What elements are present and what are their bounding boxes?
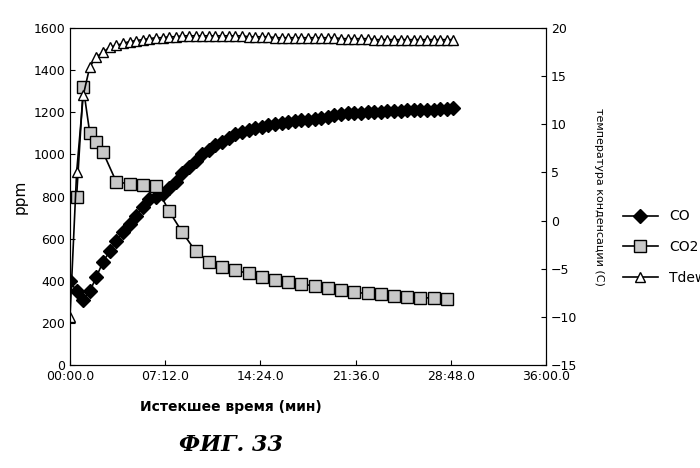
CO	[112, 238, 120, 243]
CO	[350, 110, 358, 116]
Tdew	[178, 33, 187, 38]
Tdew	[79, 93, 88, 98]
CO	[271, 121, 279, 127]
Line: CO: CO	[65, 103, 458, 305]
CO2	[112, 179, 120, 185]
CO2	[85, 131, 94, 136]
CO2	[191, 249, 200, 254]
CO2	[310, 283, 319, 289]
CO2	[298, 281, 306, 287]
CO	[66, 278, 74, 284]
Tdew	[271, 35, 279, 41]
CO2	[363, 291, 372, 296]
CO2	[284, 279, 293, 285]
CO2	[403, 294, 412, 300]
CO2	[99, 149, 107, 155]
CO2	[442, 296, 451, 301]
Legend: CO, CO2, Tdew: CO, CO2, Tdew	[617, 204, 700, 290]
CO2	[258, 274, 266, 279]
Tdew	[66, 314, 74, 320]
CO	[132, 212, 140, 218]
CO2	[244, 271, 253, 276]
CO2	[337, 287, 345, 293]
CO2	[390, 293, 398, 299]
CO2	[165, 209, 174, 214]
Line: CO2: CO2	[71, 81, 452, 304]
Tdew	[125, 39, 134, 44]
Tdew	[165, 34, 174, 40]
CO2	[323, 285, 332, 291]
CO	[79, 297, 88, 303]
Tdew	[350, 36, 358, 42]
Text: ФИГ. 33: ФИГ. 33	[179, 433, 283, 456]
CO2	[79, 84, 88, 90]
CO2	[72, 194, 80, 199]
CO2	[204, 259, 213, 264]
CO2	[350, 290, 358, 295]
CO2	[231, 267, 239, 273]
CO2	[429, 295, 438, 301]
CO2	[92, 139, 101, 145]
CO2	[178, 230, 187, 235]
Line: Tdew: Tdew	[65, 31, 458, 322]
CO2	[377, 292, 385, 297]
Y-axis label: ppm: ppm	[13, 179, 28, 214]
CO2	[271, 277, 279, 283]
CO	[449, 105, 458, 111]
Tdew	[449, 37, 458, 43]
CO2	[152, 183, 160, 189]
CO2	[125, 181, 134, 187]
Y-axis label: температура конденсации (С): температура конденсации (С)	[594, 108, 604, 285]
CO	[85, 288, 94, 294]
Text: Истекшее время (мин): Истекшее время (мин)	[140, 400, 322, 414]
CO2	[218, 264, 226, 270]
Tdew	[106, 44, 114, 50]
CO2	[139, 182, 147, 188]
CO	[172, 179, 180, 185]
CO2	[416, 295, 425, 300]
